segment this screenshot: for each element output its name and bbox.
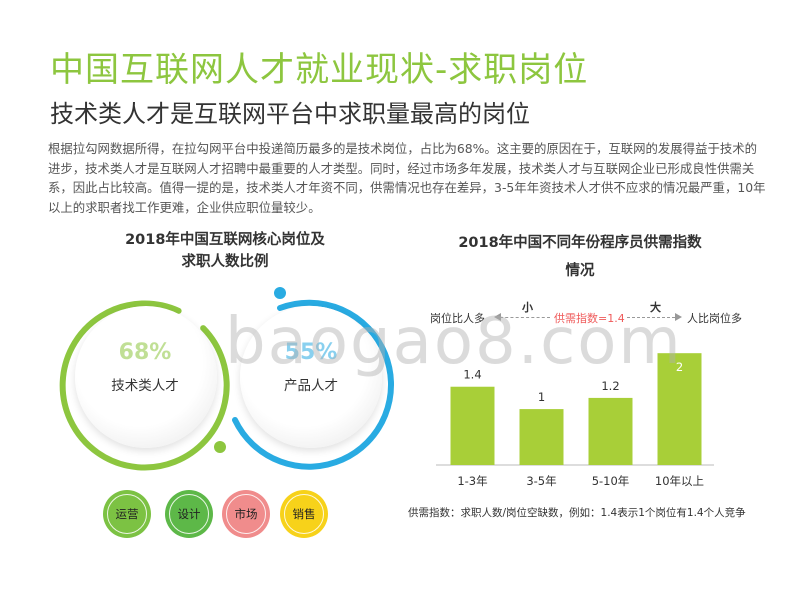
role-circle-sales-label: 销售 [292,507,316,521]
role-circle-operations: 运营 [103,490,151,538]
arrow-right-head [675,313,682,321]
left-chart-title-line1: 2018年中国互联网核心岗位及 [125,232,325,248]
body-paragraph: 根据拉勾网数据所得，在拉勾网平台中投递简历最多的是技术岗位，占比为68%。这主要… [48,141,766,215]
right-chart-title: 2018年中国不同年份程序员供需指数 情况 [430,229,730,285]
bar-value-label-4: 2 [676,360,683,374]
ring-tech-label: 技术类人才 [111,378,179,394]
ring-product-disc [240,306,382,448]
bar-4 [657,353,702,465]
ring-tech-arc [59,300,230,471]
role-circle-marketing-label: 市场 [234,507,258,521]
arrow-left-head [494,313,501,321]
left-chart-title: 2018年中国互联网核心岗位及 求职人数比例 [95,229,355,273]
axis-right-label: 人比岗位多 [687,312,742,325]
bar-category-label-3: 5-10年 [592,474,630,488]
page-subtitle: 技术类人才是互联网平台中求职量最高的岗位 [50,100,530,128]
footnote: 供需指数：求职人数/岗位空缺数，例如：1.4表示1个岗位有1.4个人竞争 [408,507,746,519]
role-circle-design: 设计 [165,490,213,538]
ring-product-label: 产品人才 [284,378,338,394]
ring-product-pct: 55% [284,340,338,365]
role-circle-operations-inner: 运营 [107,494,147,534]
ring-product-arc [232,287,394,470]
supply-demand-center-label: 供需指数=1.4 [554,312,625,325]
role-circle-sales-inner: 销售 [284,494,324,534]
right-chart-title-line2: 情况 [565,263,595,279]
arrow-line-left [500,317,550,318]
bar-2 [519,409,564,465]
left-chart-title-line2: 求职人数比例 [181,254,269,270]
role-circle-operations-label: 运营 [115,507,139,521]
ring-tech-endpoint [214,441,226,453]
bar-1 [450,386,495,465]
bar-value-label-2: 1 [538,390,545,404]
ring-tech-pct: 68% [118,340,172,365]
ring-product-arc-path [232,299,394,470]
role-circle-marketing-inner: 市场 [226,494,266,534]
arrow-line-right [627,317,675,318]
ring-tech-arc-path [59,300,230,471]
axis-left-label: 岗位比人多 [430,312,485,325]
bar-category-label-2: 3-5年 [526,474,556,488]
bar-category-label-1: 1-3年 [457,474,487,488]
ring-tech-disc [75,306,217,448]
role-circle-design-inner: 设计 [169,494,209,534]
bar-value-label-3: 1.2 [601,379,619,393]
bar-3 [588,397,633,465]
axis-small-label: 小 [522,301,533,314]
role-circle-marketing: 市场 [222,490,270,538]
bar-value-label-1: 1.4 [463,368,481,382]
ring-product-endpoint [274,287,286,299]
right-chart-title-line1: 2018年中国不同年份程序员供需指数 [458,235,702,251]
watermark: baogao8.com [225,305,683,379]
axis-large-label: 大 [650,301,661,314]
bar-chart: 1.4 1-3年 1 3-5年 1.2 5-10年 2 10年以上 [436,353,714,488]
role-circle-sales: 销售 [280,490,328,538]
role-circle-design-label: 设计 [177,507,201,521]
page-title: 中国互联网人才就业现状-求职岗位 [50,50,589,90]
bar-category-label-4: 10年以上 [655,474,704,488]
